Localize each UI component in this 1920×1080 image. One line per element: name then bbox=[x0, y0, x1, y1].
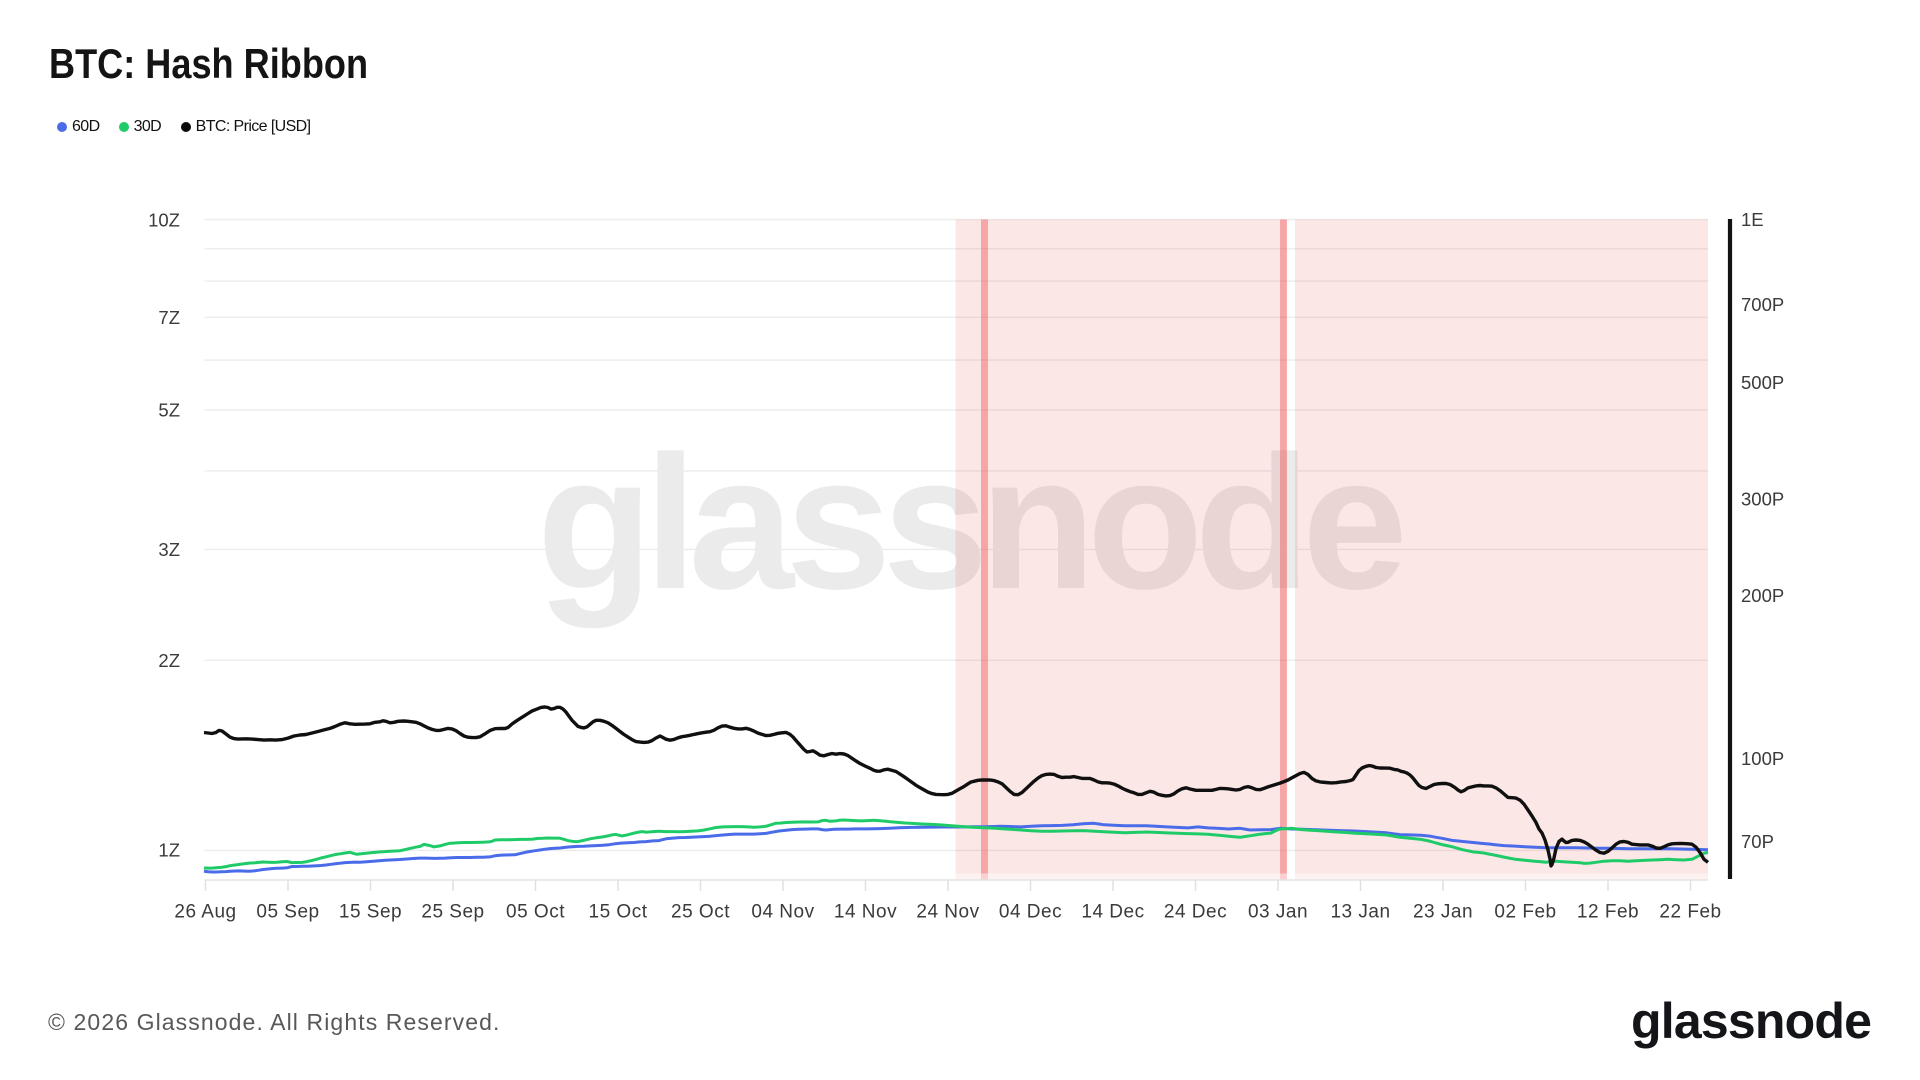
svg-text:25 Sep: 25 Sep bbox=[421, 902, 484, 923]
svg-text:10Z: 10Z bbox=[148, 210, 180, 231]
svg-text:24 Nov: 24 Nov bbox=[916, 902, 979, 923]
svg-text:22 Feb: 22 Feb bbox=[1659, 902, 1721, 923]
svg-text:1E: 1E bbox=[1741, 209, 1764, 230]
svg-text:04 Nov: 04 Nov bbox=[751, 902, 814, 923]
svg-text:12 Feb: 12 Feb bbox=[1577, 902, 1639, 923]
svg-text:04 Dec: 04 Dec bbox=[999, 902, 1062, 923]
svg-text:5Z: 5Z bbox=[158, 399, 180, 420]
svg-text:13 Jan: 13 Jan bbox=[1330, 902, 1390, 923]
svg-text:2Z: 2Z bbox=[158, 650, 180, 671]
svg-text:25 Oct: 25 Oct bbox=[671, 902, 730, 923]
svg-text:glassnode: glassnode bbox=[537, 417, 1402, 629]
svg-text:26 Aug: 26 Aug bbox=[174, 902, 236, 923]
svg-text:200P: 200P bbox=[1741, 585, 1784, 606]
svg-text:03 Jan: 03 Jan bbox=[1248, 902, 1308, 923]
svg-text:3Z: 3Z bbox=[158, 539, 180, 560]
svg-text:700P: 700P bbox=[1741, 294, 1784, 315]
svg-text:14 Nov: 14 Nov bbox=[834, 902, 897, 923]
svg-text:100P: 100P bbox=[1741, 748, 1784, 769]
svg-text:500P: 500P bbox=[1741, 372, 1784, 393]
svg-text:24 Dec: 24 Dec bbox=[1164, 902, 1227, 923]
svg-text:02 Feb: 02 Feb bbox=[1494, 902, 1556, 923]
svg-text:05 Oct: 05 Oct bbox=[506, 902, 565, 923]
svg-text:15 Oct: 15 Oct bbox=[589, 902, 648, 923]
svg-text:1Z: 1Z bbox=[158, 840, 180, 861]
svg-text:05 Sep: 05 Sep bbox=[256, 902, 319, 923]
svg-text:7Z: 7Z bbox=[158, 307, 180, 328]
svg-text:23 Jan: 23 Jan bbox=[1413, 902, 1473, 923]
svg-text:14 Dec: 14 Dec bbox=[1081, 902, 1144, 923]
svg-text:70P: 70P bbox=[1741, 831, 1774, 852]
svg-text:15 Sep: 15 Sep bbox=[339, 902, 402, 923]
svg-text:300P: 300P bbox=[1741, 489, 1784, 510]
